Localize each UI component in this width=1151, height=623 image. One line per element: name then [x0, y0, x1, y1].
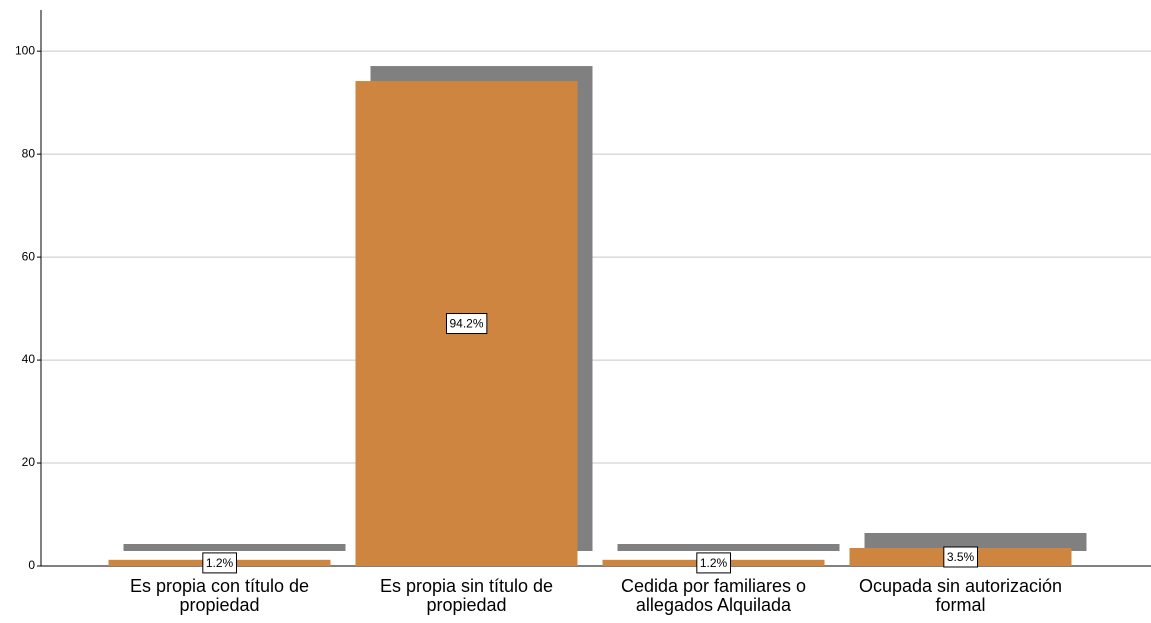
y-tick-label: 80 — [22, 146, 36, 160]
value-label: 3.5% — [943, 546, 979, 568]
value-label-box — [445, 313, 488, 335]
value-label-text: 1.2% — [700, 556, 728, 570]
y-tick-label: 60 — [22, 249, 36, 263]
value-label-text: 1.2% — [206, 556, 234, 570]
value-label-text: 3.5% — [947, 550, 975, 564]
y-tick-label: 0 — [28, 558, 35, 572]
bar-shadow — [617, 544, 840, 551]
y-tick-label: 20 — [22, 455, 36, 469]
x-tick-label: Ocupada sin autorización formal — [858, 576, 1063, 615]
value-label-text: 94.2% — [449, 317, 483, 331]
value-label-box — [202, 552, 238, 574]
value-label: 1.2% — [202, 552, 238, 574]
x-tick-label: Es propia sin título de propiedad — [379, 576, 554, 615]
value-label-box — [943, 546, 979, 568]
value-label: 1.2% — [696, 552, 732, 574]
value-label: 94.2% — [445, 313, 488, 335]
x-tick-label: Cedida por familiares o allegados Alquil… — [620, 576, 807, 615]
x-tick-label: Es propia con título de propiedad — [129, 576, 310, 615]
value-label-box — [696, 552, 732, 574]
bar-shadow — [864, 532, 1087, 551]
bar-shadow — [123, 544, 346, 551]
y-tick-label: 40 — [22, 352, 36, 366]
y-tick-label: 100 — [15, 43, 35, 57]
